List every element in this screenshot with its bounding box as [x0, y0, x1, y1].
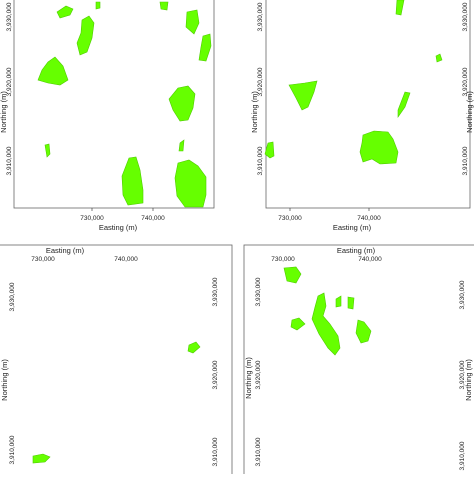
northing-axis-label: Northing (m) [0, 91, 8, 133]
northing-ticks-right: 3,930,000 3,920,000 3,910,000 [212, 277, 219, 466]
northing-axis-label-right: Northing (m) [465, 91, 474, 133]
northing-ticks-left: 3,930,000 3,920,000 3,910,000 [255, 277, 262, 466]
northing-tick-label: 3,920,000 [255, 360, 262, 389]
vegetation-patch [159, 1, 169, 11]
easting-tick-label: 730,000 [271, 256, 295, 263]
vegetation-patch [435, 53, 443, 63]
northing-ticks: 3,930,000 3,920,000 3,910,000 [6, 2, 13, 175]
vegetation-patch [198, 33, 212, 62]
vegetation-patch [174, 159, 207, 208]
easting-tick-label: 730,000 [80, 215, 104, 222]
northing-axis-label-right: Northing (m) [464, 359, 473, 401]
vegetation-patch [185, 9, 200, 35]
northing-ticks-left: 3,930,000 3,910,000 [9, 282, 16, 464]
easting-tick-label: 740,000 [358, 256, 382, 263]
easting-axis-label: Easting (m) [99, 223, 138, 232]
vegetation-patch [290, 317, 306, 331]
vegetation-patch [76, 15, 95, 56]
northing-tick-label: 3,910,000 [255, 437, 262, 466]
northing-tick-label: 3,930,000 [462, 2, 469, 31]
vegetation-patch [311, 292, 341, 356]
northing-tick-label: 3,910,000 [462, 146, 469, 175]
vegetation-patch [37, 56, 69, 86]
vegetation-patch [397, 91, 411, 118]
vegetation-patch [44, 143, 51, 158]
northing-tick-label: 3,910,000 [6, 146, 13, 175]
easting-ticks: 730,000 740,000 [271, 256, 382, 263]
map-frame [265, 0, 471, 209]
vegetation-patch [121, 156, 144, 206]
easting-axis-label: Easting (m) [337, 246, 376, 255]
vegetation-patch [95, 1, 101, 10]
map-frame [243, 244, 474, 478]
northing-tick-label: 3,920,000 [257, 67, 264, 96]
northing-tick-label: 3,910,000 [459, 441, 466, 470]
panel-bottom-left: Easting (m) 730,000 740,000 3,930,000 3,… [0, 244, 233, 478]
easting-axis-label: Easting (m) [46, 246, 85, 255]
easting-tick-label: 730,000 [278, 215, 302, 222]
northing-tick-label: 3,930,000 [459, 280, 466, 309]
easting-tick-label: 740,000 [114, 256, 138, 263]
easting-ticks: 730,000 740,000 [278, 208, 381, 222]
northing-tick-label: 3,920,000 [212, 360, 219, 389]
vegetation-patch [32, 453, 51, 464]
northing-tick-label: 3,930,000 [9, 282, 16, 311]
northing-tick-label: 3,930,000 [257, 2, 264, 31]
panel-bottom-right: Easting (m) 730,000 740,000 3,930,000 3,… [243, 244, 474, 478]
vegetation-patch [283, 266, 302, 284]
vegetation-patch [56, 5, 74, 19]
northing-axis-label: Northing (m) [250, 91, 259, 133]
vegetation-patch [187, 341, 201, 354]
vegetation-patch [395, 0, 405, 16]
panel-top-right: 730,000 740,000 Easting (m) 3,930,000 3,… [250, 0, 474, 232]
northing-ticks-right: 3,930,000 3,920,000 3,910,000 [459, 280, 466, 470]
northing-tick-label: 3,910,000 [9, 435, 16, 464]
easting-tick-label: 740,000 [357, 215, 381, 222]
northing-tick-label: 3,910,000 [257, 146, 264, 175]
easting-ticks: 730,000 740,000 [80, 208, 165, 222]
vegetation-patch [347, 296, 355, 310]
vegetation-patch [264, 141, 275, 159]
northing-tick-label: 3,910,000 [212, 437, 219, 466]
map-frame [0, 244, 233, 478]
vegetation-patch [355, 319, 372, 344]
northing-tick-label: 3,930,000 [255, 277, 262, 306]
vegetation-patch [359, 130, 399, 165]
easting-tick-label: 730,000 [31, 256, 55, 263]
vegetation-patch [288, 80, 318, 111]
northing-axis-label: Northing (m) [0, 359, 9, 401]
panel-top-left: 730,000 740,000 Easting (m) 3,930,000 3,… [0, 0, 215, 232]
northing-ticks-right: 3,930,000 3,920,000 3,910,000 [462, 2, 469, 175]
easting-ticks: 730,000 740,000 [31, 256, 138, 263]
vegetation-patch [178, 139, 185, 152]
northing-tick-label: 3,930,000 [6, 2, 13, 31]
northing-tick-label: 3,920,000 [462, 67, 469, 96]
northing-axis-label: Northing (m) [244, 357, 253, 399]
northing-tick-label: 3,920,000 [459, 360, 466, 389]
vegetation-patch [335, 295, 342, 308]
easting-axis-label: Easting (m) [333, 223, 372, 232]
northing-tick-label: 3,920,000 [6, 67, 13, 96]
vegetation-patch [168, 85, 196, 122]
easting-tick-label: 740,000 [141, 215, 165, 222]
northing-tick-label: 3,930,000 [212, 277, 219, 306]
northing-ticks-left: 3,930,000 3,920,000 3,910,000 [257, 2, 264, 175]
